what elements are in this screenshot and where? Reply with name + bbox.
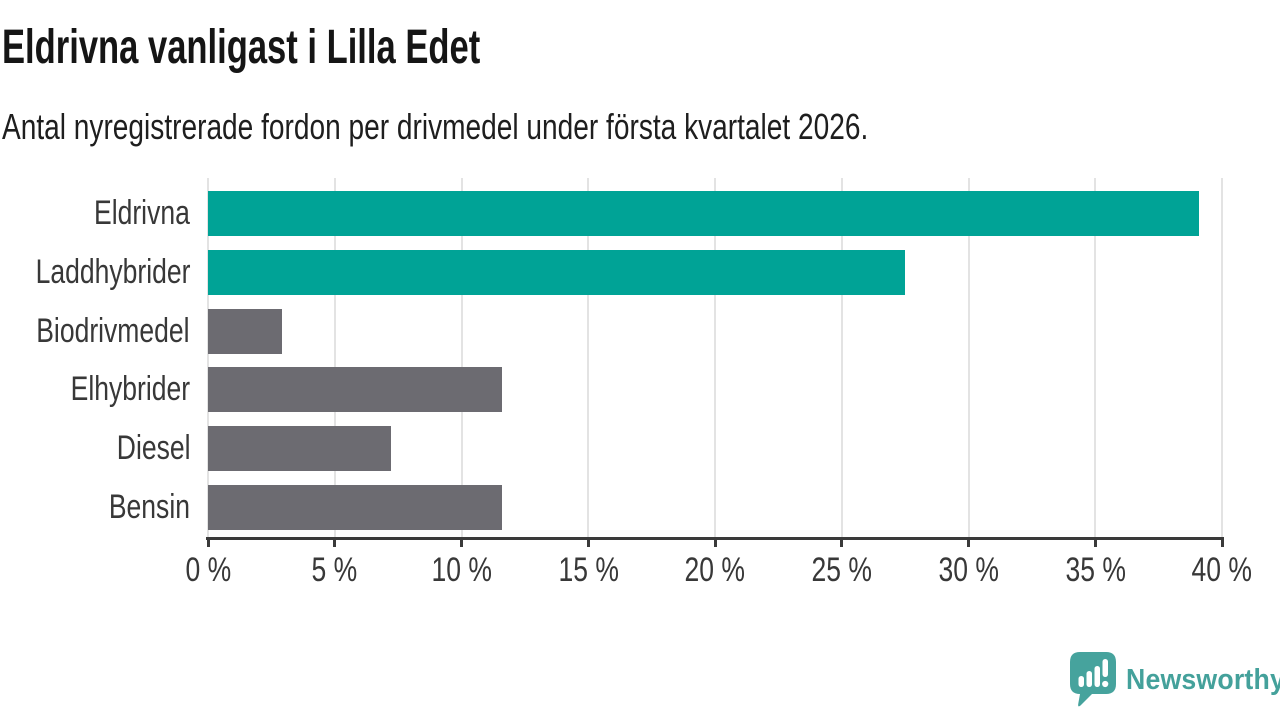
axis-tick-label-25: 25 %	[782, 551, 902, 590]
axis-tick-35	[1093, 537, 1097, 547]
chart-title: Eldrivna vanligast i Lilla Edet	[2, 21, 481, 74]
category-label-diesel: Diesel	[0, 426, 190, 471]
gridline-30	[967, 178, 970, 537]
axis-tick-15	[586, 537, 590, 547]
bar-bensin	[208, 485, 503, 531]
axis-tick-30	[967, 537, 970, 547]
axis-tick-label-15: 15 %	[528, 551, 648, 590]
newsworthy-logo-icon	[1070, 652, 1116, 707]
axis-tick-label-text: 10 %	[431, 551, 492, 589]
gridline-5	[333, 178, 336, 537]
axis-tick-label-5: 5 %	[275, 551, 395, 590]
axis-tick-label-text: 15 %	[558, 551, 619, 589]
bar-diesel	[208, 426, 391, 472]
axis-tick-label-text: 5 %	[311, 551, 358, 589]
axis-tick-5	[333, 537, 337, 547]
axis-tick-label-text: 30 %	[938, 551, 999, 589]
gridline-20	[714, 178, 716, 537]
bar-biodrivmedel	[208, 308, 282, 354]
axis-tick-label-text: 35 %	[1065, 551, 1126, 589]
axis-tick-label-0: 0 %	[148, 551, 268, 590]
axis-tick-label-35: 35 %	[1035, 551, 1155, 590]
axis-tick-10	[460, 537, 463, 547]
chart-subtitle: Antal nyregistrerade fordon per drivmede…	[2, 106, 869, 147]
gridline-40	[1221, 178, 1223, 537]
category-label-elhybrider: Elhybrider	[0, 367, 190, 412]
axis-tick-0	[206, 537, 210, 547]
category-label-bensin: Bensin	[0, 485, 190, 530]
category-label-text: Diesel	[116, 429, 190, 468]
axis-tick-label-text: 25 %	[811, 551, 872, 589]
bar-elhybrider	[208, 367, 503, 413]
axis-tick-label-10: 10 %	[402, 551, 522, 590]
axis-tick-label-20: 20 %	[655, 551, 775, 590]
gridline-35	[1094, 178, 1097, 537]
category-label-text: Laddhybrider	[35, 252, 190, 291]
axis-tick-label-text: 0 %	[185, 551, 231, 589]
gridline-10	[460, 178, 463, 537]
axis-tick-25	[840, 537, 844, 547]
category-label-text: Eldrivna	[94, 193, 190, 232]
category-label-biodrivmedel: Biodrivmedel	[0, 309, 190, 354]
category-label-text: Elhybrider	[70, 370, 190, 409]
axis-tick-label-30: 30 %	[909, 551, 1029, 590]
category-label-text: Biodrivmedel	[36, 311, 190, 350]
axis-tick-label-text: 40 %	[1191, 551, 1253, 589]
newsworthy-logo: Newsworthy	[1066, 650, 1280, 710]
bar-eldrivna	[208, 190, 1200, 236]
bar-laddhybrider	[208, 249, 906, 295]
category-label-laddhybrider: Laddhybrider	[0, 250, 190, 295]
gridline-0	[207, 178, 209, 537]
category-label-eldrivna: Eldrivna	[0, 191, 190, 236]
gridline-15	[587, 178, 590, 537]
axis-tick-label-40: 40 %	[1162, 551, 1280, 590]
newsworthy-logo-text: Newsworthy	[1126, 664, 1280, 696]
gridline-25	[840, 178, 843, 537]
axis-tick-20	[713, 537, 717, 547]
axis-tick-40	[1220, 537, 1224, 547]
axis-tick-label-text: 20 %	[684, 551, 746, 589]
category-label-text: Bensin	[108, 488, 190, 527]
